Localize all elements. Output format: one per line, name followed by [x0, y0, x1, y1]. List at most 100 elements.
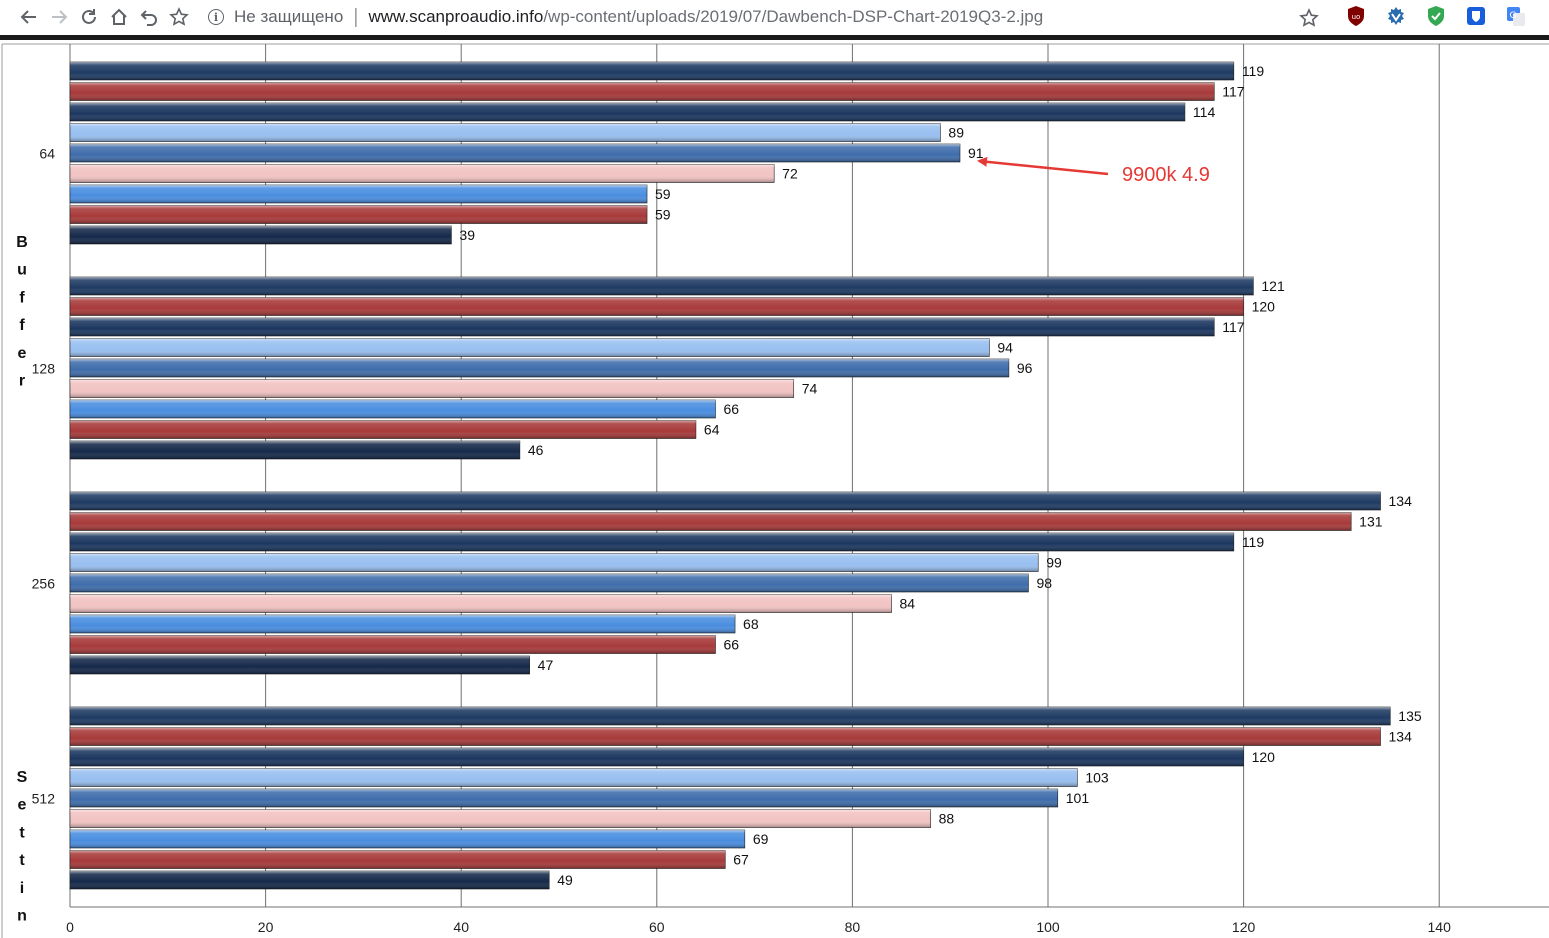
bar-highlight	[70, 318, 1215, 336]
bar-highlight	[70, 277, 1254, 295]
data-label: 68	[743, 616, 759, 632]
category-label: 256	[32, 575, 56, 591]
bar-highlight	[70, 574, 1029, 592]
bar-highlight	[70, 727, 1381, 746]
bar-highlight	[70, 809, 931, 828]
data-label: 131	[1359, 514, 1383, 530]
home-icon	[111, 8, 127, 25]
bar-highlight	[70, 553, 1039, 572]
bar-highlight	[70, 82, 1215, 101]
data-label: 94	[997, 340, 1013, 356]
x-tick-label: 60	[649, 919, 665, 935]
address-bar[interactable]: i Не защищено | www.scanproaudio.info/wp…	[208, 2, 1549, 32]
data-label: 134	[1389, 493, 1413, 509]
svg-text:G: G	[1510, 11, 1517, 21]
axis-title-letter: r	[19, 373, 25, 390]
info-icon[interactable]: i	[208, 9, 224, 25]
data-label: 89	[948, 125, 964, 141]
bar-highlight	[70, 830, 745, 848]
x-tick-label: 80	[845, 919, 861, 935]
x-tick-label: 120	[1232, 919, 1256, 935]
data-label: 120	[1252, 749, 1276, 765]
data-label: 59	[655, 186, 671, 202]
bar-highlight	[70, 379, 794, 398]
bar-highlight	[70, 492, 1381, 510]
star-outline-icon	[1299, 8, 1319, 27]
bar-highlight	[70, 748, 1244, 766]
back-button[interactable]	[14, 3, 44, 31]
bar-highlight	[70, 226, 452, 244]
axis-title-letter: B	[16, 234, 28, 251]
vpn-extension-icon[interactable]	[1386, 5, 1406, 27]
data-label: 74	[802, 381, 818, 397]
reload-icon	[82, 9, 96, 24]
security-label: Не защищено	[234, 7, 344, 26]
bookmark-page-button[interactable]	[1294, 4, 1324, 32]
data-label: 121	[1261, 278, 1285, 294]
bar-highlight	[70, 512, 1352, 531]
url-text[interactable]: www.scanproaudio.info/wp-content/uploads…	[368, 7, 1043, 27]
x-tick-label: 0	[66, 919, 74, 935]
bar-highlight	[70, 615, 736, 633]
data-label: 101	[1066, 790, 1090, 806]
bar-highlight	[70, 164, 775, 183]
bar-highlight	[70, 594, 892, 613]
shield-check-extension-icon[interactable]	[1426, 5, 1446, 27]
annotation-label: 9900k 4.9	[1122, 164, 1210, 186]
data-label: 119	[1242, 63, 1265, 79]
bar-highlight	[70, 768, 1078, 787]
axis-title-letter: f	[19, 289, 25, 306]
bar-highlight	[70, 400, 716, 418]
window-divider	[0, 35, 1549, 40]
home-button[interactable]	[104, 3, 134, 31]
ublock-extension-icon[interactable]: uo	[1346, 5, 1366, 27]
axis-title-letter: S	[17, 769, 28, 786]
data-label: 114	[1193, 104, 1216, 120]
bar-highlight	[70, 297, 1244, 316]
translate-extension-icon[interactable]: G	[1506, 5, 1526, 27]
data-label: 91	[968, 145, 984, 161]
url-domain: www.scanproaudio.info	[368, 7, 544, 26]
bitwarden-extension-icon[interactable]	[1466, 5, 1486, 27]
x-tick-label: 20	[258, 919, 274, 935]
x-tick-label: 140	[1428, 919, 1452, 935]
data-label: 49	[557, 872, 573, 888]
bar-highlight	[70, 62, 1234, 80]
forward-button[interactable]	[44, 3, 74, 31]
axis-title-letter: e	[18, 345, 27, 362]
reload-button[interactable]	[74, 3, 104, 31]
undo-button[interactable]	[134, 3, 164, 31]
bar-highlight	[70, 359, 1009, 377]
axis-title-letter: t	[19, 852, 25, 869]
bookmark-button[interactable]	[164, 3, 194, 31]
data-label: 59	[655, 207, 671, 223]
data-label: 39	[459, 227, 475, 243]
bar-highlight	[70, 185, 648, 203]
undo-icon	[140, 10, 157, 26]
annotation-arrow	[977, 156, 1109, 176]
bar-highlight	[70, 144, 960, 162]
data-label: 72	[782, 166, 798, 182]
url-separator: |	[353, 5, 359, 28]
data-label: 117	[1222, 319, 1245, 335]
arrow-left-icon	[20, 10, 36, 24]
bar-highlight	[70, 789, 1058, 807]
x-tick-label: 100	[1036, 919, 1060, 935]
axis-title-letter: f	[19, 317, 25, 334]
data-label: 99	[1046, 555, 1062, 571]
data-label: 84	[900, 596, 916, 612]
star-icon	[169, 7, 189, 26]
data-label: 47	[538, 657, 554, 673]
bar-highlight	[70, 123, 941, 142]
axis-title-letter: e	[18, 797, 27, 814]
bar-highlight	[70, 420, 696, 439]
bar-highlight	[70, 635, 716, 654]
bar-highlight	[70, 338, 990, 357]
bar-highlight	[70, 871, 550, 889]
data-label: 66	[723, 401, 739, 417]
category-label: 128	[32, 360, 56, 376]
bar-highlight	[70, 850, 726, 869]
data-label: 119	[1242, 534, 1265, 550]
axis-title-letter: i	[20, 880, 24, 897]
